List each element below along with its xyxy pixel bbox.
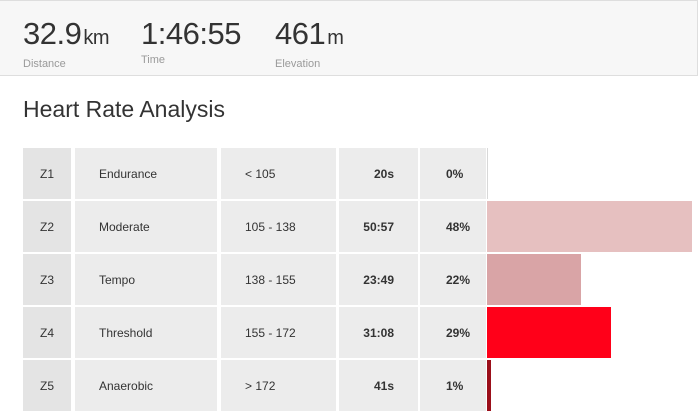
stat-distance-value: 32.9 <box>23 16 82 51</box>
stat-elevation: 461 m Elevation <box>275 16 344 71</box>
page-title: Heart Rate Analysis <box>23 96 225 122</box>
zone-row-z5: Z5 Anaerobic > 172 41s 1% <box>23 360 700 411</box>
zone-bar <box>487 307 611 358</box>
zone-bar <box>487 201 692 252</box>
zone-id: Z2 <box>23 201 71 252</box>
heart-rate-zones-table: Z1 Endurance < 105 20s 0% Z2 Moderate 10… <box>23 148 700 413</box>
zone-bar <box>487 254 581 305</box>
zone-time: 50:57 <box>339 201 418 252</box>
stats-bar: 32.9 km Distance 1:46:55 Time 461 m Elevat… <box>0 0 698 76</box>
stat-elevation-label: Elevation <box>275 58 321 70</box>
zone-bar-track <box>487 254 700 305</box>
stat-elevation-unit: m <box>327 27 344 49</box>
zone-name: Tempo <box>75 254 217 305</box>
zone-time: 41s <box>339 360 418 411</box>
zone-name: Threshold <box>75 307 217 358</box>
zone-bar-track <box>487 360 700 411</box>
zone-name: Moderate <box>75 201 217 252</box>
zone-range: < 105 <box>221 148 336 199</box>
zone-row-z4: Z4 Threshold 155 - 172 31:08 29% <box>23 307 700 358</box>
zone-bar-track <box>487 148 700 199</box>
zone-bar-track <box>487 201 700 252</box>
zone-percent: 1% <box>420 360 486 411</box>
zone-range: 155 - 172 <box>221 307 336 358</box>
zone-id: Z1 <box>23 148 71 199</box>
stat-time: 1:46:55 Time <box>141 16 241 67</box>
zone-time: 20s <box>339 148 418 199</box>
zone-time: 23:49 <box>339 254 418 305</box>
stat-distance-unit: km <box>83 27 110 49</box>
zone-id: Z3 <box>23 254 71 305</box>
zone-percent: 22% <box>420 254 486 305</box>
zone-row-z2: Z2 Moderate 105 - 138 50:57 48% <box>23 201 700 252</box>
stat-time-label: Time <box>141 54 166 66</box>
zone-percent: 48% <box>420 201 486 252</box>
zone-name: Endurance <box>75 148 217 199</box>
stat-distance: 32.9 km Distance <box>23 16 110 71</box>
stat-distance-label: Distance <box>23 58 66 70</box>
zone-bar <box>487 360 491 411</box>
stat-time-value: 1:46:55 <box>141 16 241 51</box>
zone-percent: 0% <box>420 148 486 199</box>
zone-row-z3: Z3 Tempo 138 - 155 23:49 22% <box>23 254 700 305</box>
zone-bar-track <box>487 307 700 358</box>
zone-range: 138 - 155 <box>221 254 336 305</box>
zone-range: > 172 <box>221 360 336 411</box>
zone-id: Z4 <box>23 307 71 358</box>
stat-elevation-value: 461 <box>275 16 326 51</box>
zone-name: Anaerobic <box>75 360 217 411</box>
zone-id: Z5 <box>23 360 71 411</box>
zone-time: 31:08 <box>339 307 418 358</box>
zone-row-z1: Z1 Endurance < 105 20s 0% <box>23 148 700 199</box>
zone-percent: 29% <box>420 307 486 358</box>
zone-range: 105 - 138 <box>221 201 336 252</box>
